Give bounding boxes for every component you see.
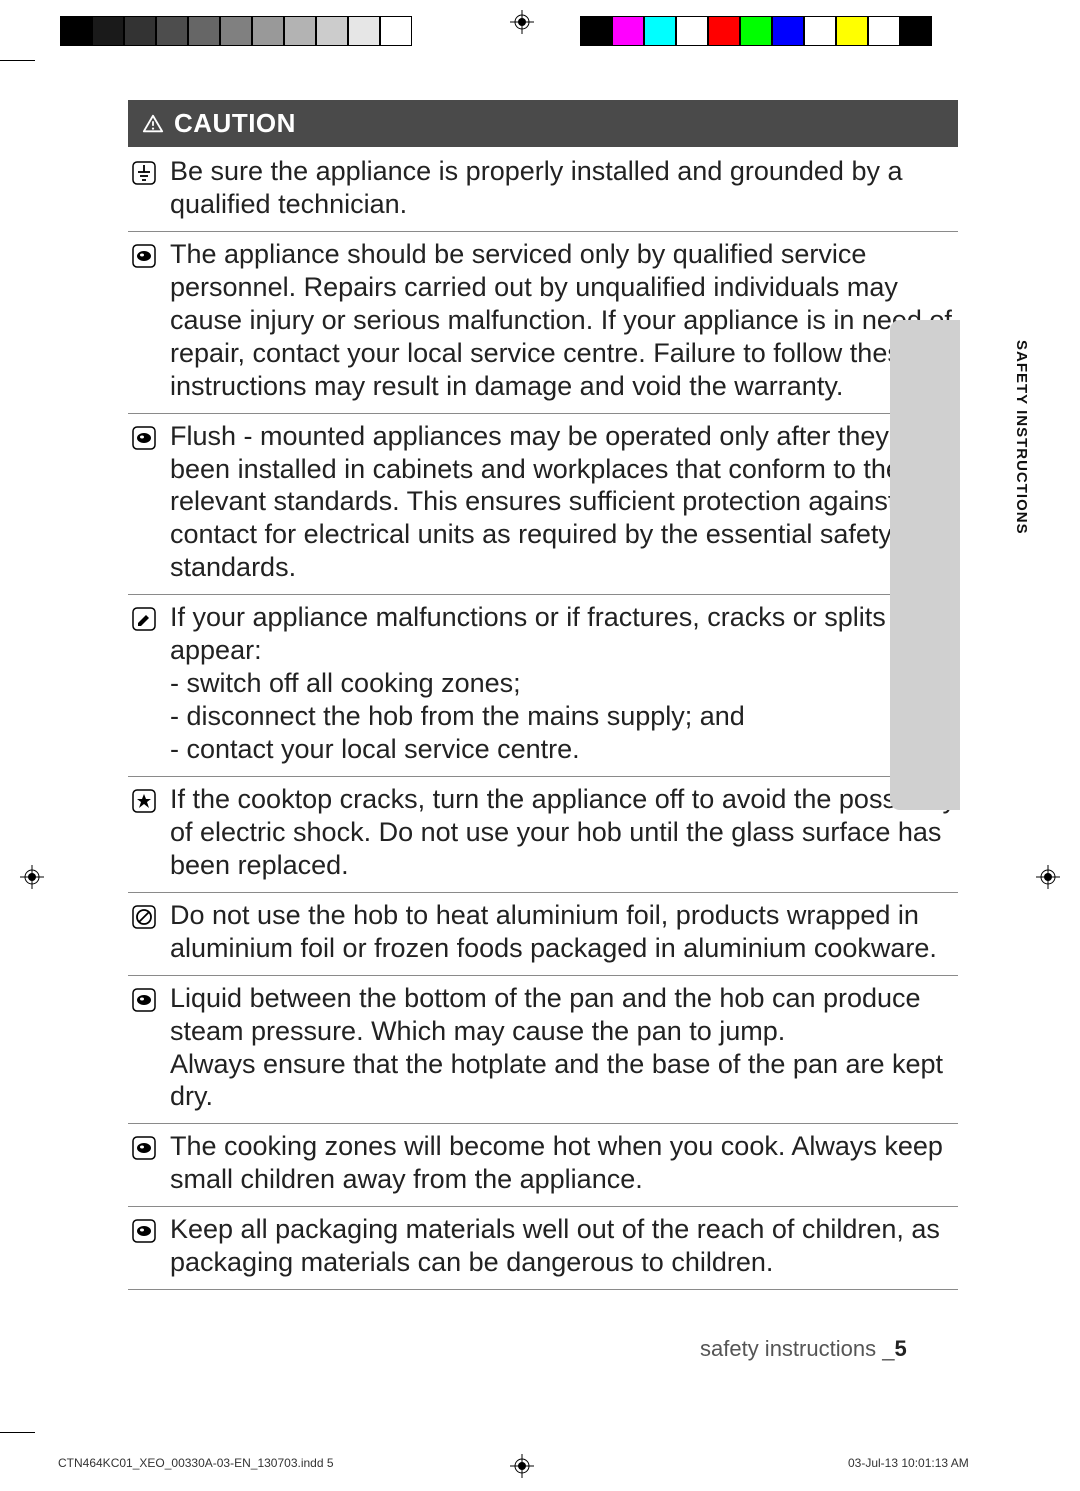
instruction-text: The cooking zones will become hot when y… xyxy=(170,1130,958,1196)
instruction-list: Be sure the appliance is properly instal… xyxy=(128,147,958,1290)
gray-swatch xyxy=(348,16,380,46)
instruction-item: The cooking zones will become hot when y… xyxy=(128,1124,958,1207)
gray-swatch xyxy=(220,16,252,46)
gray-swatch xyxy=(316,16,348,46)
instruction-text: Liquid between the bottom of the pan and… xyxy=(170,982,958,1114)
prohibit-icon xyxy=(128,899,160,965)
color-swatch xyxy=(676,16,708,46)
color-swatch xyxy=(644,16,676,46)
footer-section-text: safety instructions _ xyxy=(700,1336,894,1361)
color-swatch xyxy=(612,16,644,46)
instruction-text: If the cooktop cracks, turn the applianc… xyxy=(170,783,958,882)
gray-swatch xyxy=(156,16,188,46)
instruction-item: If the cooktop cracks, turn the applianc… xyxy=(128,777,958,893)
ground-icon xyxy=(128,155,160,221)
side-tab-bg xyxy=(890,320,960,810)
info-icon xyxy=(128,982,160,1114)
footer-section: safety instructions _5 xyxy=(700,1336,907,1362)
side-tab-label: SAFETY INSTRUCTIONS xyxy=(1013,340,1030,540)
instruction-text: Be sure the appliance is properly instal… xyxy=(170,155,958,221)
info-icon xyxy=(128,1130,160,1196)
instruction-item: Be sure the appliance is properly instal… xyxy=(128,147,958,232)
section-side-tab: SAFETY INSTRUCTIONS xyxy=(890,320,960,810)
color-swatch xyxy=(868,16,900,46)
color-swatch xyxy=(740,16,772,46)
instruction-text: If your appliance malfunctions or if fra… xyxy=(170,601,958,766)
gray-swatch xyxy=(60,16,92,46)
note-icon xyxy=(128,601,160,766)
gray-swatch xyxy=(252,16,284,46)
footer-file: CTN464KC01_XEO_00330A-03-EN_130703.indd … xyxy=(58,1456,334,1470)
info-icon xyxy=(128,1213,160,1279)
instruction-item: If your appliance malfunctions or if fra… xyxy=(128,595,958,777)
instruction-item: The appliance should be serviced only by… xyxy=(128,232,958,414)
warning-triangle-icon xyxy=(142,113,164,135)
color-swatch xyxy=(804,16,836,46)
instruction-text: The appliance should be serviced only by… xyxy=(170,238,958,403)
instruction-item: Flush - mounted appliances may be operat… xyxy=(128,414,958,596)
instruction-item: Keep all packaging materials well out of… xyxy=(128,1207,958,1290)
instruction-text: Keep all packaging materials well out of… xyxy=(170,1213,958,1279)
gray-swatch xyxy=(284,16,316,46)
crop-mark xyxy=(0,1432,35,1433)
page-content: CAUTION Be sure the appliance is properl… xyxy=(128,100,958,1290)
color-swatch-strip xyxy=(580,16,932,46)
instruction-text: Flush - mounted appliances may be operat… xyxy=(170,420,958,585)
gray-swatch-strip xyxy=(60,16,412,46)
footer-page-number: 5 xyxy=(894,1336,906,1361)
color-swatch xyxy=(708,16,740,46)
instruction-item: Liquid between the bottom of the pan and… xyxy=(128,976,958,1125)
gray-swatch xyxy=(188,16,220,46)
caution-label: CAUTION xyxy=(174,108,296,139)
instruction-item: Do not use the hob to heat aluminium foi… xyxy=(128,893,958,976)
registration-mark-icon xyxy=(1036,865,1060,894)
color-swatch xyxy=(900,16,932,46)
footer-date: 03-Jul-13 10:01:13 AM xyxy=(848,1456,969,1470)
instruction-text: Do not use the hob to heat aluminium foi… xyxy=(170,899,958,965)
registration-mark-icon xyxy=(510,10,534,39)
color-swatch xyxy=(836,16,868,46)
info-icon xyxy=(128,420,160,585)
color-swatch xyxy=(580,16,612,46)
caution-header: CAUTION xyxy=(128,100,958,147)
gray-swatch xyxy=(380,16,412,46)
registration-mark-icon xyxy=(20,865,44,894)
print-marks-top xyxy=(0,8,1080,48)
color-swatch xyxy=(772,16,804,46)
info-icon xyxy=(128,238,160,403)
registration-mark-icon xyxy=(510,1454,534,1483)
gray-swatch xyxy=(124,16,156,46)
crop-mark xyxy=(0,60,35,61)
gray-swatch xyxy=(92,16,124,46)
star-icon xyxy=(128,783,160,882)
